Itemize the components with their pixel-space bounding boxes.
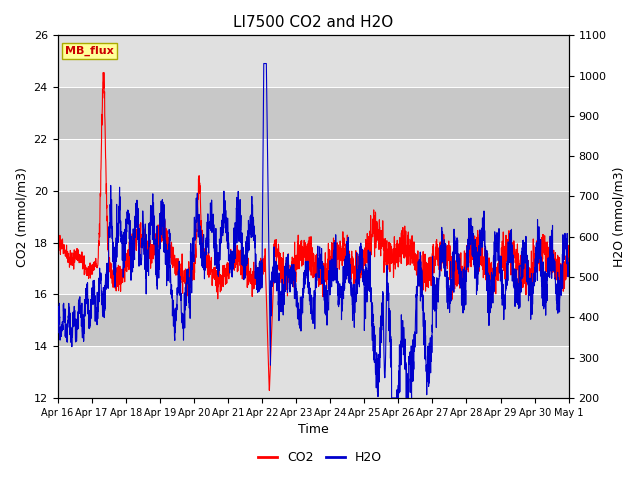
Bar (58, 294, 569, 346)
Bar (58, 242, 569, 294)
Bar (58, 36, 569, 87)
Y-axis label: CO2 (mmol/m3): CO2 (mmol/m3) (15, 167, 28, 266)
Legend: CO2, H2O: CO2, H2O (253, 446, 387, 469)
Bar (58, 139, 569, 191)
Text: MB_flux: MB_flux (65, 46, 114, 57)
X-axis label: Time: Time (298, 423, 328, 436)
Bar (58, 191, 569, 242)
Bar (58, 87, 569, 139)
Title: LI7500 CO2 and H2O: LI7500 CO2 and H2O (233, 15, 393, 30)
Bar (58, 346, 569, 398)
Y-axis label: H2O (mmol/m3): H2O (mmol/m3) (612, 167, 625, 267)
